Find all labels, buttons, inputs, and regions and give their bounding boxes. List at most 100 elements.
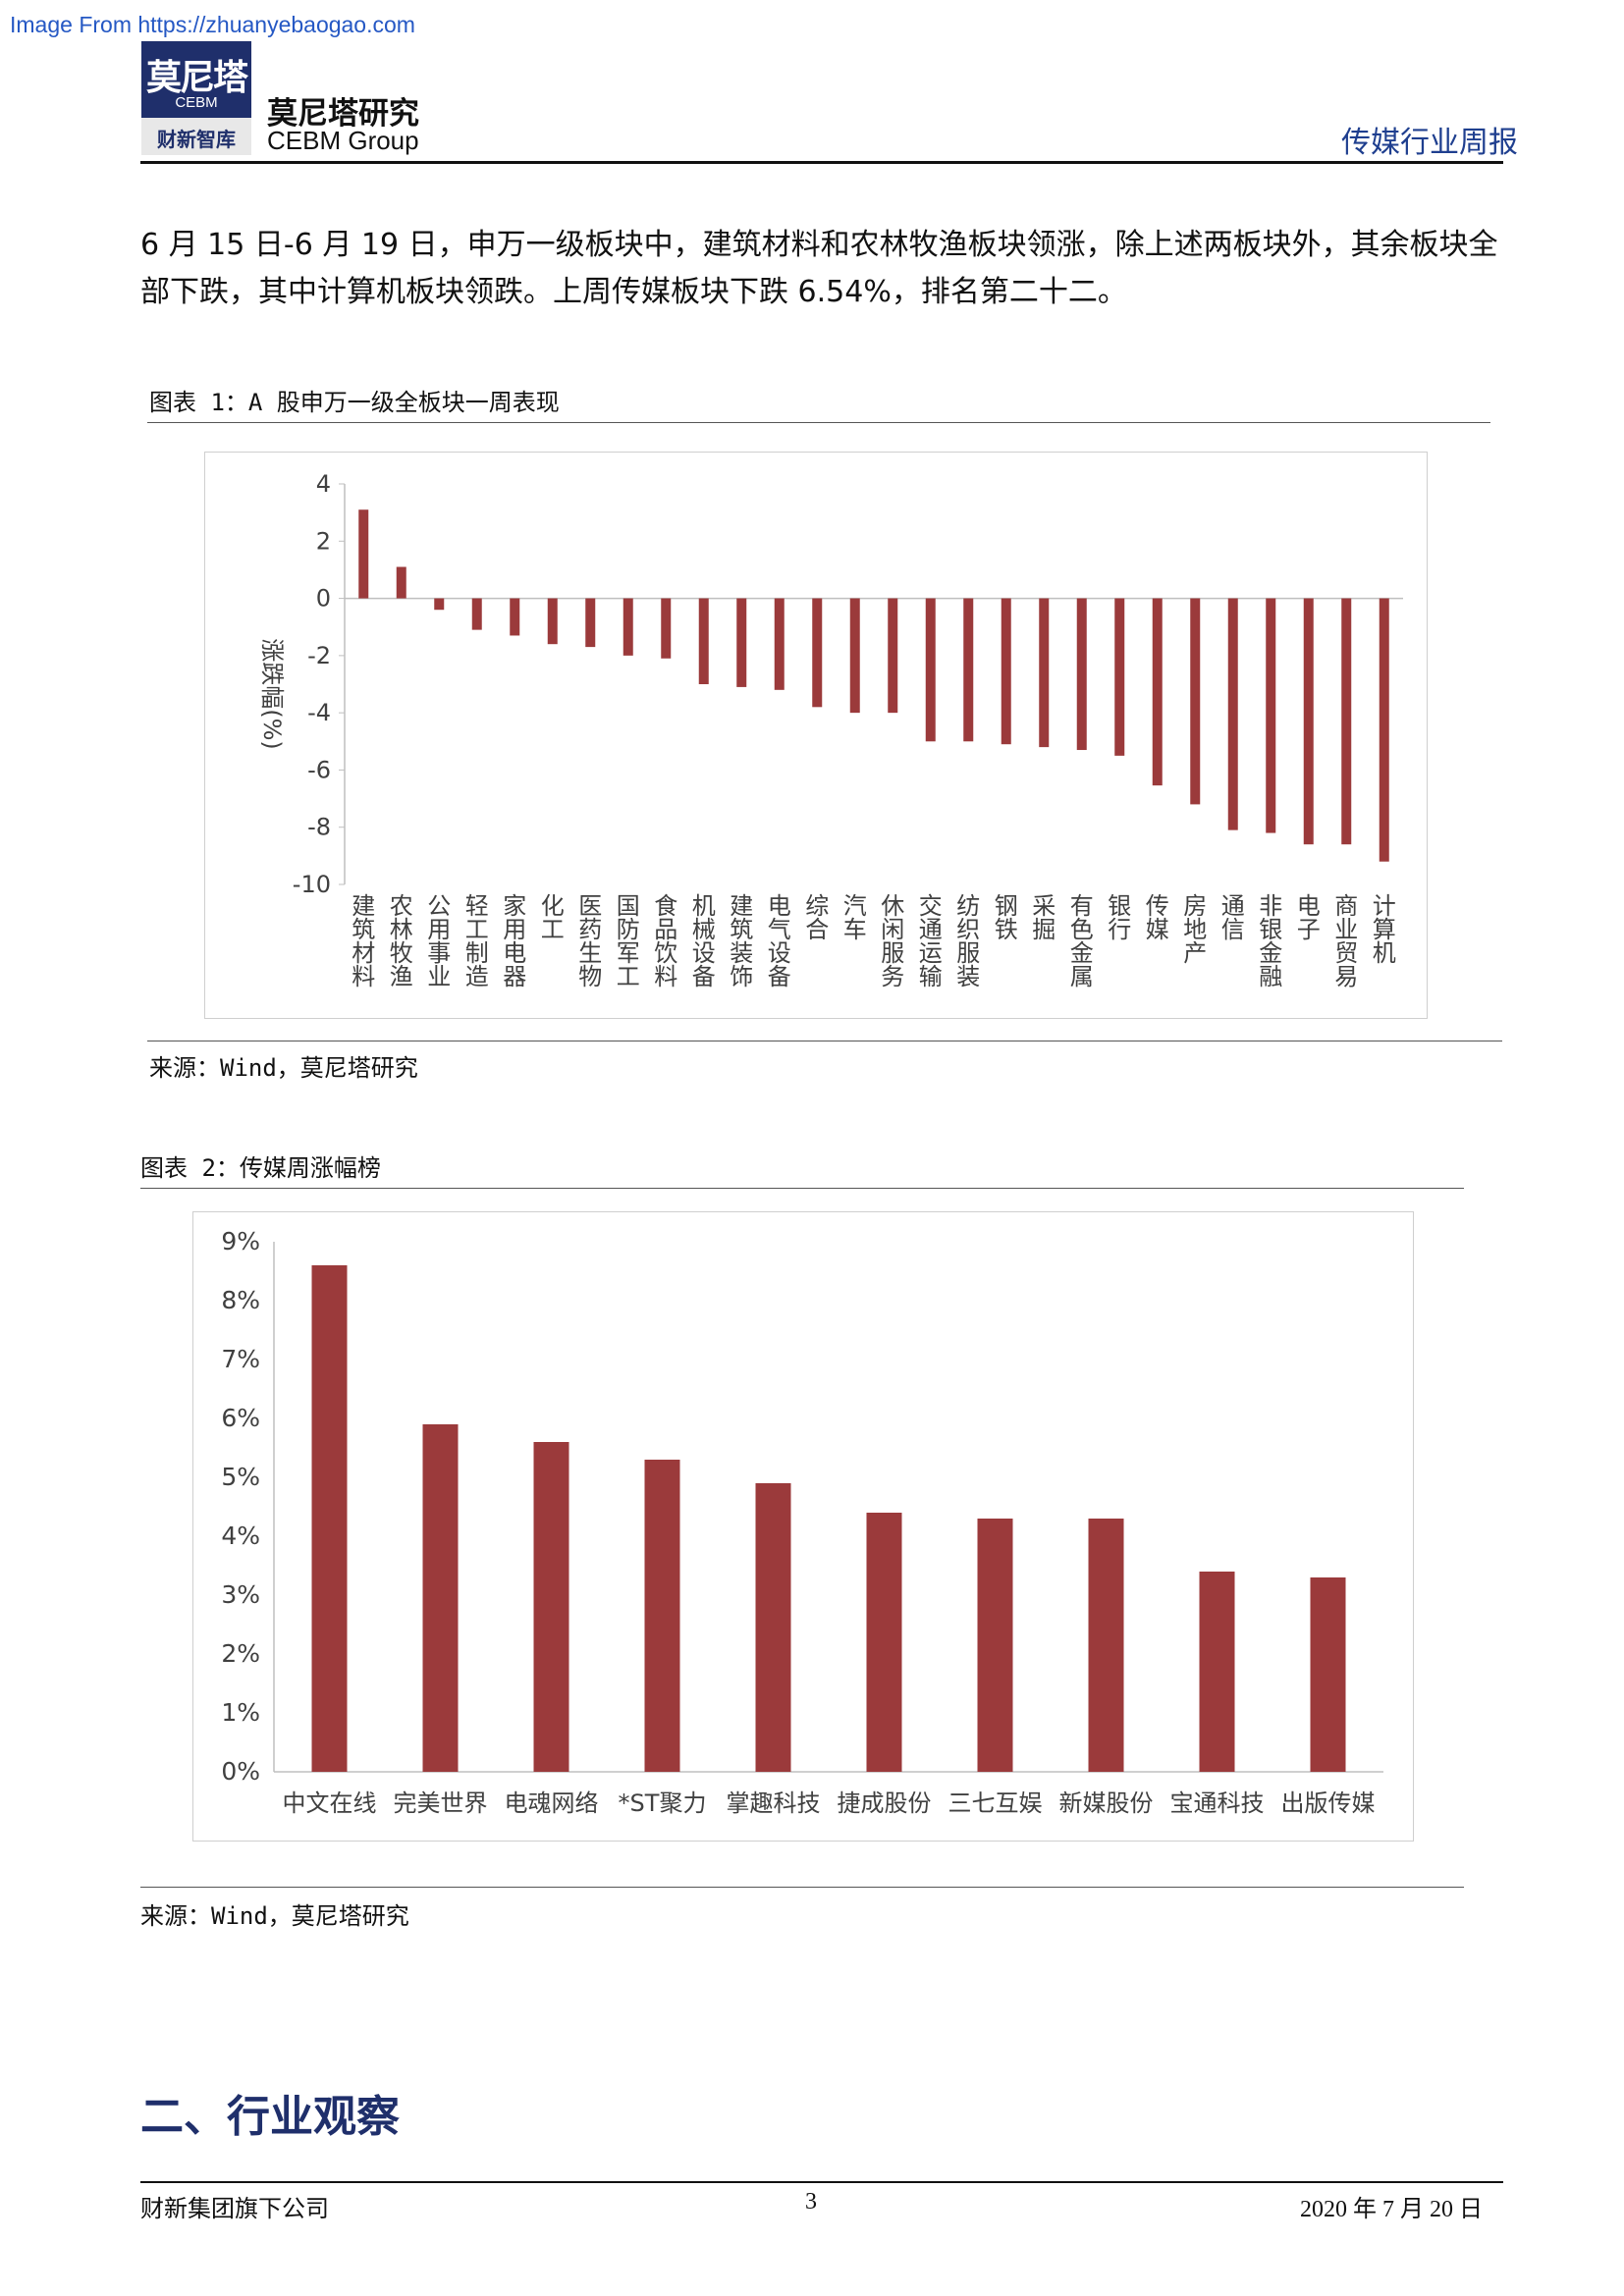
y-tick-label: 3% xyxy=(221,1580,260,1609)
bar-公用事业 xyxy=(434,598,445,611)
y-tick-label: 7% xyxy=(221,1345,260,1373)
bar-化工 xyxy=(547,598,558,645)
logo-english: CEBM xyxy=(175,94,218,111)
x-category-label: 房地产 xyxy=(1183,892,1207,967)
bar-房地产 xyxy=(1190,598,1201,805)
y-tick-label: 4 xyxy=(316,470,331,498)
x-category-label: 交通运输 xyxy=(919,892,943,990)
y-tick-label: 2 xyxy=(316,527,331,555)
figure2-source: 来源：Wind，莫尼塔研究 xyxy=(140,1902,409,1930)
bar-通信 xyxy=(1227,598,1238,830)
bar-食品饮料 xyxy=(661,598,672,659)
x-category-label: 汽车 xyxy=(843,892,867,943)
bar-计算机 xyxy=(1379,598,1389,862)
x-category-label: 非银金融 xyxy=(1259,892,1282,990)
x-category-label: 公用事业 xyxy=(427,892,451,990)
y-tick-label: -2 xyxy=(307,642,331,669)
y-tick-label: -6 xyxy=(307,756,331,783)
y-tick-label: -4 xyxy=(307,699,331,726)
bar-传媒 xyxy=(1152,598,1163,786)
x-category-label: 电气设备 xyxy=(768,892,791,990)
bar-完美世界 xyxy=(422,1424,459,1772)
bar-中文在线 xyxy=(311,1265,348,1772)
bar-*ST聚力 xyxy=(644,1460,680,1772)
figure2-chart: 0% 1% 2% 3% 4% 5% 6% 7% 8% 9% 中文在线 完美世界 电魂网络 *ST聚力 掌趣科… xyxy=(221,1227,1383,1817)
x-category-label: 休闲服务 xyxy=(881,892,904,990)
y-axis-label: 涨跌幅(%) xyxy=(258,638,286,750)
bar-交通运输 xyxy=(925,598,936,742)
x-category-label: *ST聚力 xyxy=(619,1789,707,1817)
bar-家用电器 xyxy=(510,598,520,636)
footer-company: 财新集团旗下公司 xyxy=(140,2197,329,2222)
bar-商业贸易 xyxy=(1341,598,1352,845)
x-category-label: 纺织服装 xyxy=(956,892,980,990)
figure2-bottom-rule xyxy=(140,1887,1464,1888)
x-category-label: 家用电器 xyxy=(503,892,526,990)
y-tick-label: 4% xyxy=(221,1522,260,1550)
bar-电子 xyxy=(1303,598,1314,845)
x-category-label: 出版传媒 xyxy=(1281,1789,1376,1817)
x-category-label: 轻工制造 xyxy=(465,892,489,990)
figure2-title: 图表 2：传媒周涨幅榜 xyxy=(140,1154,381,1182)
x-category-label: 医药生物 xyxy=(578,892,602,990)
y-tick-label: 5% xyxy=(221,1463,260,1491)
report-type: 传媒行业周报 xyxy=(1341,126,1518,160)
bar-宝通科技 xyxy=(1199,1572,1235,1772)
footer-date: 2020 年 7 月 20 日 xyxy=(1300,2197,1483,2222)
page-number: 3 xyxy=(805,2189,817,2215)
y-tick-label: 8% xyxy=(221,1286,260,1314)
figure1-top-rule xyxy=(147,422,1490,423)
bar-非银金融 xyxy=(1266,598,1276,833)
bar-电魂网络 xyxy=(533,1442,569,1772)
bar-出版传媒 xyxy=(1310,1577,1346,1772)
bar-掌趣科技 xyxy=(755,1483,791,1772)
figure2-top-rule xyxy=(140,1188,1464,1189)
y-tick-label: -10 xyxy=(293,871,331,898)
x-category-label: 宝通科技 xyxy=(1170,1789,1265,1817)
x-category-label: 通信 xyxy=(1221,892,1245,943)
y-tick-label: 6% xyxy=(221,1404,260,1432)
bar-轻工制造 xyxy=(471,598,482,630)
y-tick-label: -8 xyxy=(307,814,331,841)
y-tick-label: 1% xyxy=(221,1698,260,1727)
brand-name-cn: 莫尼塔研究 xyxy=(267,96,419,132)
y-tick-label: 2% xyxy=(221,1639,260,1668)
cebm-logo: 莫尼塔 CEBM 财新智库 xyxy=(141,41,251,155)
x-category-label: 采掘 xyxy=(1032,892,1056,943)
bar-综合 xyxy=(812,598,823,708)
x-category-label: 掌趣科技 xyxy=(727,1789,821,1817)
x-category-label: 机械设备 xyxy=(692,892,716,990)
x-category-label: 国防军工 xyxy=(617,892,640,990)
bar-建筑装饰 xyxy=(736,598,747,687)
bar-农林牧渔 xyxy=(396,566,406,599)
y-tick-label: 0% xyxy=(221,1757,260,1786)
bar-机械设备 xyxy=(698,598,709,684)
x-category-label: 食品饮料 xyxy=(654,892,677,990)
footer-divider xyxy=(140,2181,1503,2183)
logo-subtitle: 财新智库 xyxy=(157,128,236,151)
x-category-label: 三七互娱 xyxy=(948,1789,1043,1817)
figure1-chart-frame: 4 2 0 -2 -4 -6 -8 -10 涨跌幅(%) 建筑材料 农林牧渔 公用事业 轻工制造 家用电器… xyxy=(204,452,1428,1019)
x-category-label: 综合 xyxy=(805,892,829,943)
bar-三七互娱 xyxy=(977,1519,1013,1772)
brand-name-en: CEBM Group xyxy=(267,126,419,155)
figure1-source: 来源：Wind，莫尼塔研究 xyxy=(149,1054,418,1082)
x-category-label: 捷成股份 xyxy=(838,1789,932,1817)
x-category-label: 化工 xyxy=(541,892,565,943)
x-category-label: 中文在线 xyxy=(283,1789,377,1817)
y-tick-label: 9% xyxy=(221,1227,260,1255)
bar-建筑材料 xyxy=(358,509,369,599)
x-category-label: 银行 xyxy=(1108,892,1131,943)
x-category-label: 钢铁 xyxy=(995,892,1018,943)
logo-chinese: 莫尼塔 xyxy=(145,58,248,98)
bar-国防军工 xyxy=(623,598,633,656)
bar-钢铁 xyxy=(1001,598,1011,745)
x-category-label: 完美世界 xyxy=(394,1789,488,1817)
x-category-label: 计算机 xyxy=(1373,892,1396,967)
bar-银行 xyxy=(1114,598,1125,756)
bar-电气设备 xyxy=(774,598,785,690)
watermark-text[interactable]: Image From https://zhuanyebaogao.com xyxy=(10,12,415,37)
x-category-label: 电子 xyxy=(1297,892,1321,943)
figure1-title: 图表 1：A 股申万一级全板块一周表现 xyxy=(149,389,560,416)
bar-休闲服务 xyxy=(888,598,898,714)
